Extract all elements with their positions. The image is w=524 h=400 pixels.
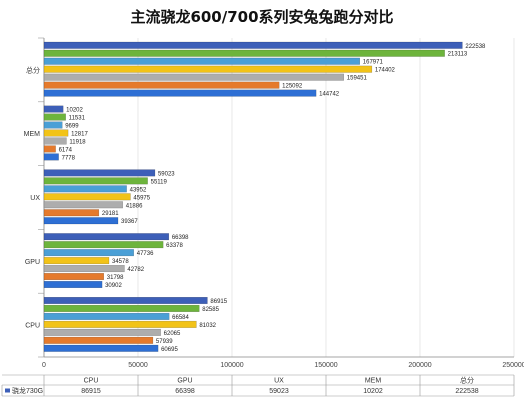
bar bbox=[43, 145, 56, 153]
data-label: 62065 bbox=[164, 331, 181, 337]
category-label: 总分 bbox=[26, 65, 40, 74]
bar bbox=[43, 320, 197, 328]
bar bbox=[43, 57, 360, 65]
table-row-label: 骁龙730G bbox=[12, 386, 43, 395]
bar bbox=[43, 344, 159, 352]
data-label: 125092 bbox=[282, 84, 303, 90]
data-label: 81032 bbox=[199, 323, 216, 329]
data-label: 45975 bbox=[133, 195, 150, 201]
bar bbox=[43, 185, 127, 193]
table-header: UX bbox=[274, 378, 284, 385]
data-label: 31798 bbox=[107, 275, 124, 281]
data-label: 42782 bbox=[127, 267, 144, 273]
data-label: 9699 bbox=[65, 124, 79, 130]
bar bbox=[43, 137, 67, 145]
table-cell: 66398 bbox=[175, 388, 195, 395]
data-label: 7778 bbox=[62, 155, 76, 161]
bar bbox=[43, 89, 317, 97]
table-cell: 59023 bbox=[269, 388, 289, 395]
table-header: MEM bbox=[365, 378, 382, 385]
table-header: GPU bbox=[177, 378, 192, 385]
bar bbox=[43, 257, 110, 265]
data-label: 55119 bbox=[151, 179, 168, 185]
table-header: CPU bbox=[84, 378, 99, 385]
category-label: CPU bbox=[25, 323, 40, 330]
bar bbox=[43, 209, 100, 217]
data-label: 34578 bbox=[112, 259, 129, 265]
data-label: 39367 bbox=[121, 219, 138, 225]
category-label: UX bbox=[30, 195, 40, 202]
bar bbox=[43, 177, 148, 185]
bar bbox=[43, 273, 104, 281]
x-tick-label: 200000 bbox=[408, 362, 431, 369]
table-cell: 86915 bbox=[81, 388, 101, 395]
data-label: 66584 bbox=[172, 315, 189, 321]
bar bbox=[43, 81, 280, 89]
bar bbox=[43, 129, 69, 137]
data-label: 59023 bbox=[158, 171, 175, 177]
bar bbox=[43, 73, 344, 81]
table-cell: 10202 bbox=[363, 388, 383, 395]
data-label: 30902 bbox=[105, 283, 122, 289]
category-label: GPU bbox=[25, 259, 40, 266]
data-label: 174402 bbox=[375, 68, 396, 74]
bar bbox=[43, 153, 59, 161]
bar bbox=[43, 65, 373, 73]
data-label: 82585 bbox=[202, 307, 219, 313]
data-label: 144742 bbox=[319, 92, 340, 98]
data-label: 57939 bbox=[156, 339, 173, 345]
data-label: 41886 bbox=[126, 203, 143, 209]
data-label: 213113 bbox=[448, 52, 468, 58]
x-tick-label: 150000 bbox=[314, 362, 337, 369]
bar bbox=[43, 297, 208, 304]
chart-title: 主流骁龙600/700系列安兔兔跑分对比 bbox=[130, 8, 394, 26]
data-label: 11918 bbox=[69, 139, 86, 145]
bar bbox=[43, 201, 123, 209]
data-label: 86915 bbox=[210, 299, 227, 305]
data-label: 60695 bbox=[161, 347, 178, 353]
bar bbox=[43, 304, 200, 312]
bar bbox=[43, 336, 154, 344]
table-cell: 222538 bbox=[455, 388, 478, 395]
x-tick-label: 100000 bbox=[220, 362, 243, 369]
data-label: 29181 bbox=[102, 211, 119, 217]
bar bbox=[43, 121, 63, 129]
data-label: 63378 bbox=[166, 243, 183, 249]
bar bbox=[43, 241, 164, 249]
bar bbox=[43, 312, 170, 320]
bar bbox=[43, 169, 156, 177]
data-label: 6174 bbox=[59, 147, 73, 153]
data-label: 66398 bbox=[172, 235, 189, 241]
bar bbox=[43, 105, 64, 113]
bar bbox=[43, 328, 161, 336]
table-legend-swatch bbox=[5, 388, 10, 393]
data-label: 47736 bbox=[137, 251, 154, 257]
data-label: 11531 bbox=[69, 116, 86, 122]
x-tick-label: 250000 bbox=[502, 362, 524, 369]
category-label: MEM bbox=[24, 131, 41, 138]
table-header: 总分 bbox=[460, 376, 474, 385]
bar bbox=[43, 233, 170, 241]
bar bbox=[43, 281, 103, 289]
data-label: 167971 bbox=[363, 60, 384, 66]
data-label: 159451 bbox=[347, 76, 368, 82]
data-label: 43952 bbox=[130, 187, 147, 193]
x-tick-label: 50000 bbox=[128, 362, 148, 369]
bar bbox=[43, 41, 463, 49]
bar bbox=[43, 217, 119, 225]
bar bbox=[43, 249, 134, 257]
bar bbox=[43, 193, 131, 201]
data-label: 12817 bbox=[71, 131, 88, 137]
data-label: 222538 bbox=[465, 44, 486, 50]
bar bbox=[43, 113, 66, 121]
bar bbox=[43, 265, 125, 273]
bar bbox=[43, 49, 445, 57]
x-tick-label: 0 bbox=[42, 362, 46, 369]
data-label: 10202 bbox=[66, 108, 83, 114]
